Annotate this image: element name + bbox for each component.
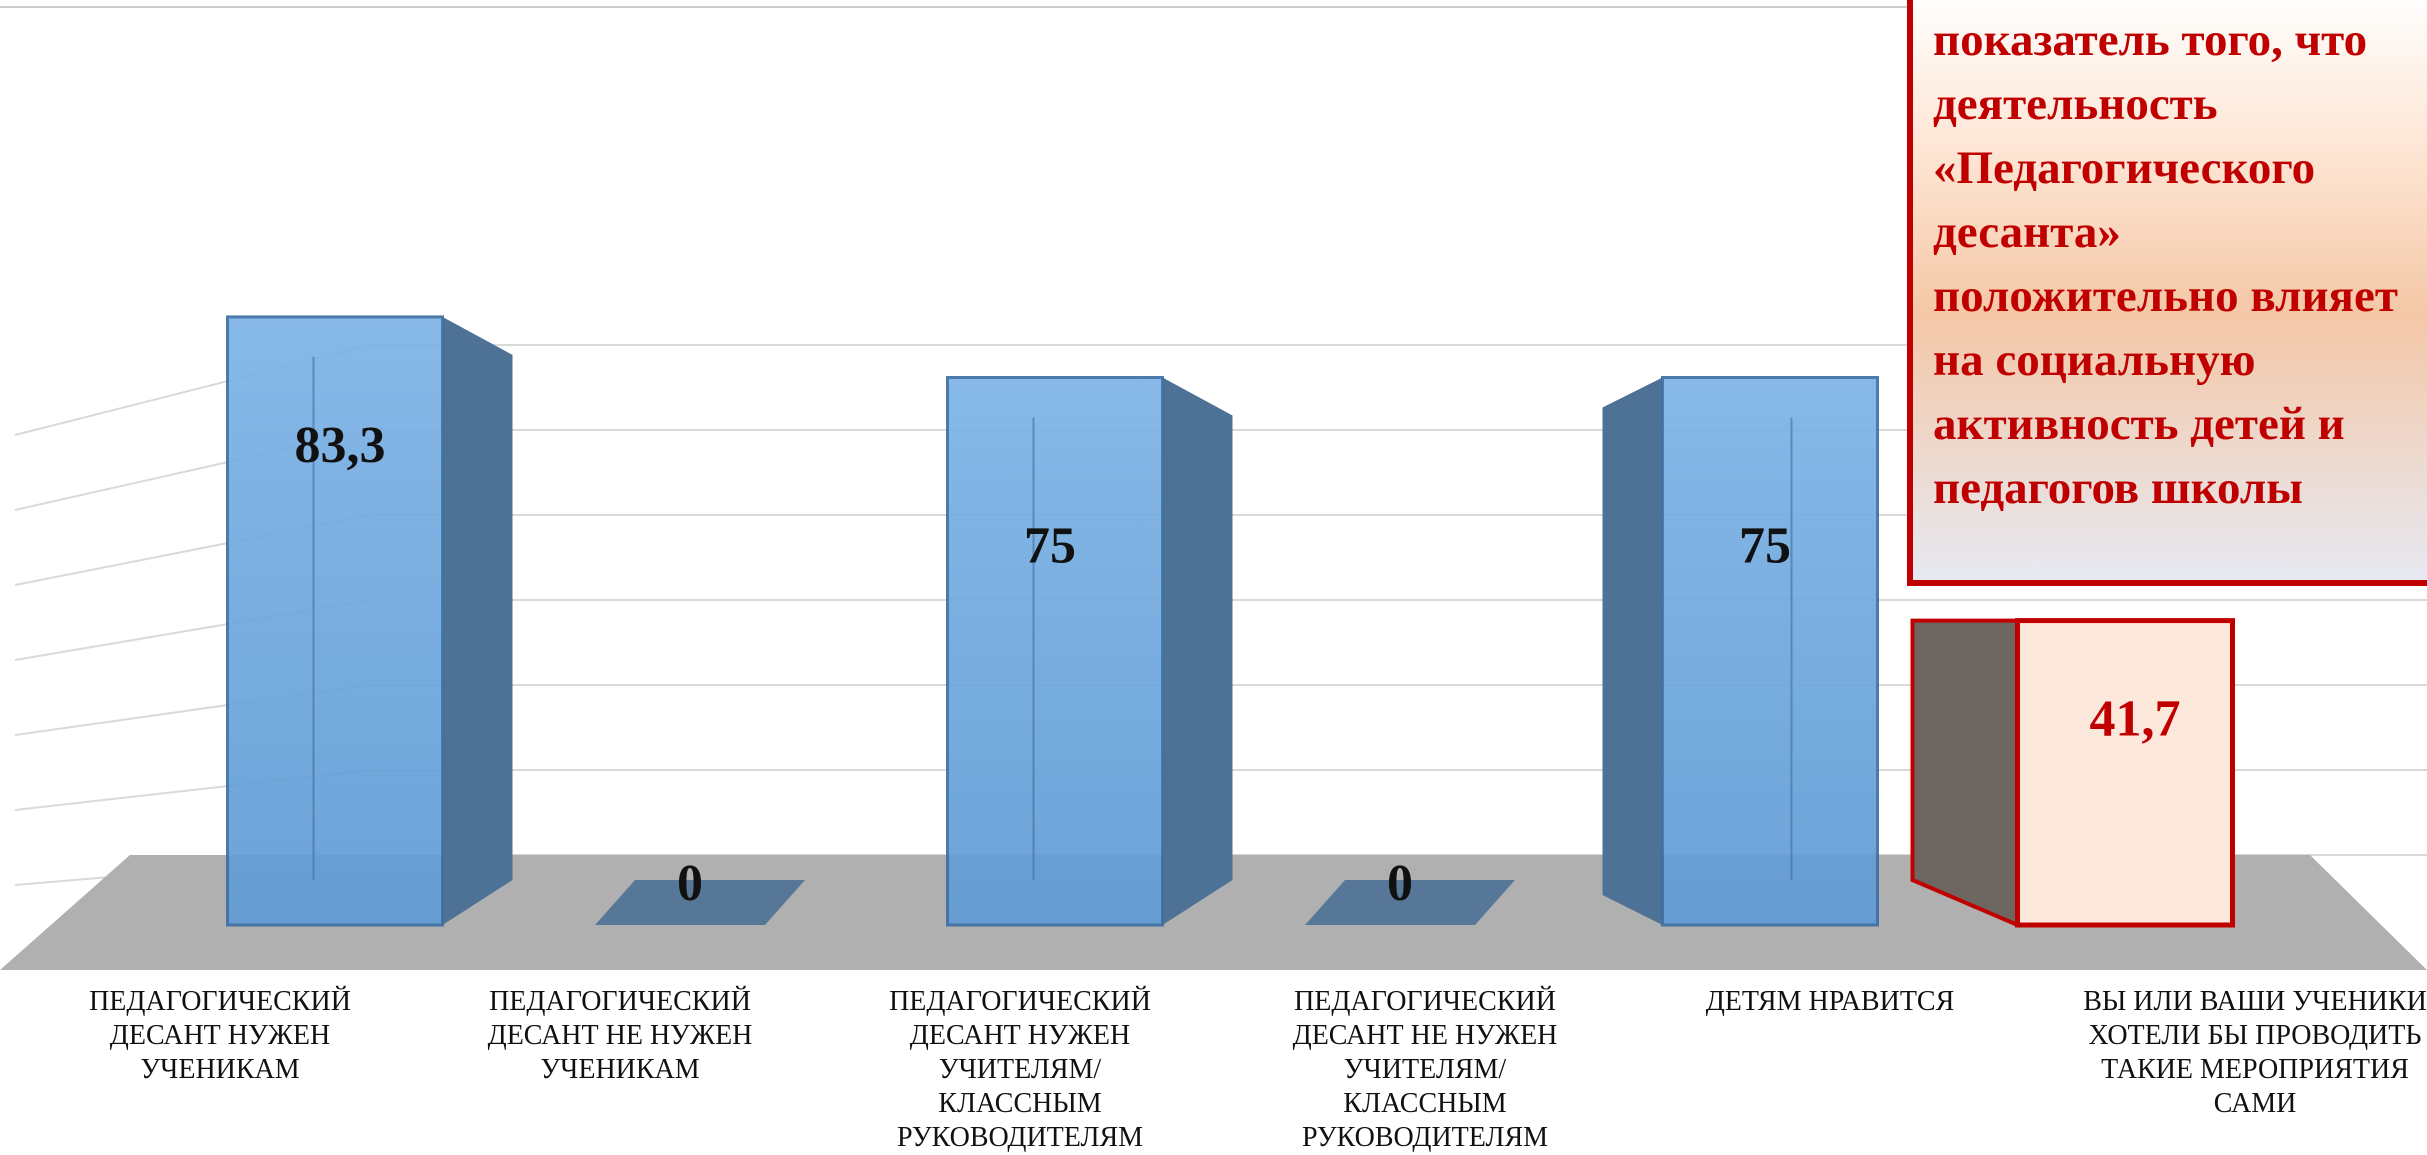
bars-group	[226, 315, 2235, 929]
bar-front	[226, 315, 444, 927]
data-label: 75	[1739, 518, 1791, 575]
category-label: ВЫ ИЛИ ВАШИ УЧЕНИКИ ХОТЕЛИ БЫ ПРОВОДИТЬ …	[2083, 986, 2427, 1119]
bar-side	[442, 316, 513, 925]
data-label: 0	[1387, 855, 1413, 912]
bar-front	[946, 376, 1164, 927]
data-label: 41,7	[2090, 691, 2181, 748]
category-label: ДЕТЯМ НРАВИТСЯ	[1705, 986, 1955, 1017]
category-label: ПЕДАГОГИЧЕСКИЙ ДЕСАНТ НУЖЕН УЧИТЕЛЯМ/КЛА…	[889, 986, 1151, 1153]
bar-side	[1910, 618, 2020, 929]
bar-side	[1162, 377, 1233, 925]
bar-4	[1305, 880, 1515, 925]
bar-front	[2015, 618, 2235, 928]
callout-text: показатель того, что деятельность «Педаг…	[1933, 14, 2398, 514]
bar-front	[1661, 376, 1879, 927]
bar-side	[1602, 377, 1663, 925]
bar-5	[1602, 376, 1879, 927]
bar-zero-plate	[595, 880, 805, 925]
data-label: 83,3	[295, 417, 386, 474]
data-label: 0	[677, 855, 703, 912]
category-label: ПЕДАГОГИЧЕСКИЙ ДЕСАНТ НЕ НУЖЕН УЧИТЕЛЯМ/…	[1292, 986, 1558, 1153]
bar-zero-plate	[1305, 880, 1515, 925]
bar-6	[1910, 618, 2235, 929]
bar-1	[226, 315, 513, 927]
category-label: ПЕДАГОГИЧЕСКИЙ ДЕСАНТ НЕ НУЖЕН УЧЕНИКАМ	[487, 986, 753, 1085]
bar-3	[946, 376, 1233, 927]
data-label: 75	[1024, 518, 1076, 575]
bar-2	[595, 880, 805, 925]
category-label: ПЕДАГОГИЧЕСКИЙ ДЕСАНТ НУЖЕН УЧЕНИКАМ	[89, 986, 351, 1085]
conclusion-callout: показатель того, что деятельность «Педаг…	[1907, 0, 2427, 586]
chart-canvas: 83,3 0 75 0 75 41,7	[0, 6, 2427, 970]
data-labels-group: 83,3 0 75 0 75 41,7	[295, 417, 2181, 912]
